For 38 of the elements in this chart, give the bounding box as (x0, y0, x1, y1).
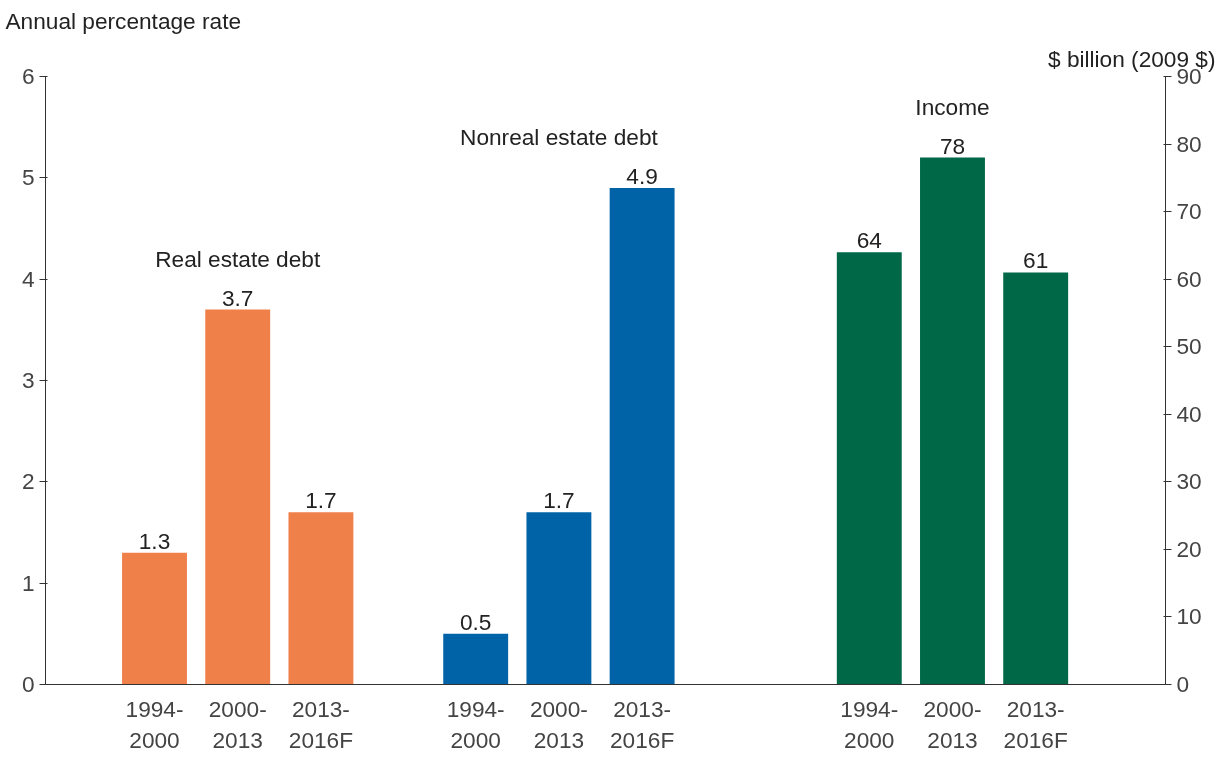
data-label: 1.3 (138, 527, 171, 554)
data-label: 61 (1023, 247, 1049, 274)
y-tick-label: 5 (21, 164, 35, 191)
x-tick-label: 1994- 2000 (125, 695, 184, 753)
data-label: 64 (856, 227, 882, 254)
data-label: 3.7 (221, 284, 254, 311)
y2-tick-label: 20 (1176, 535, 1202, 562)
x-tick-label: 1994- 2000 (840, 695, 899, 753)
x-tick-label: 2013- 2016F (288, 695, 354, 753)
y2-tick-label: 0 (1176, 671, 1190, 697)
y2-tick-label: 70 (1176, 198, 1202, 225)
y-tick-label: 1 (21, 569, 35, 596)
x-tick-label: 1994- 2000 (446, 695, 505, 753)
data-label: 0.5 (459, 608, 492, 635)
x-tick-label: 2013- 2016F (1003, 695, 1068, 753)
y-tick-label: 6 (21, 63, 35, 89)
y2-tick-label: 80 (1176, 130, 1202, 157)
y-tick-label: 2 (21, 468, 35, 495)
y2-tick-label: 10 (1176, 603, 1202, 630)
data-label: 4.9 (626, 162, 658, 189)
y2-tick-label: 30 (1176, 468, 1202, 495)
x-tick-label: 2000- 2013 (923, 695, 982, 753)
x-tick-label: 2013- 2016F (609, 695, 675, 753)
text: Real estate debt (155, 245, 321, 272)
y-tick-label: 0 (21, 671, 35, 697)
x-tick-label: 2000- 2013 (529, 695, 588, 753)
x-tick-label: 2000- 2013 (208, 695, 267, 753)
y-axis-title: Annual percentage rate (5, 7, 242, 34)
y-tick-label: 3 (21, 367, 35, 393)
y2-tick-label: 40 (1176, 400, 1202, 427)
data-label: 78 (939, 132, 966, 159)
y2-tick-label: 50 (1176, 333, 1202, 360)
data-label: 1.7 (543, 487, 575, 514)
data-label: 1.7 (305, 487, 337, 514)
y-tick-label: 4 (21, 265, 35, 292)
series-label: Income (915, 93, 990, 120)
series-label: Nonreal estate debt (460, 123, 659, 150)
y2-tick-label: 60 (1176, 265, 1202, 292)
